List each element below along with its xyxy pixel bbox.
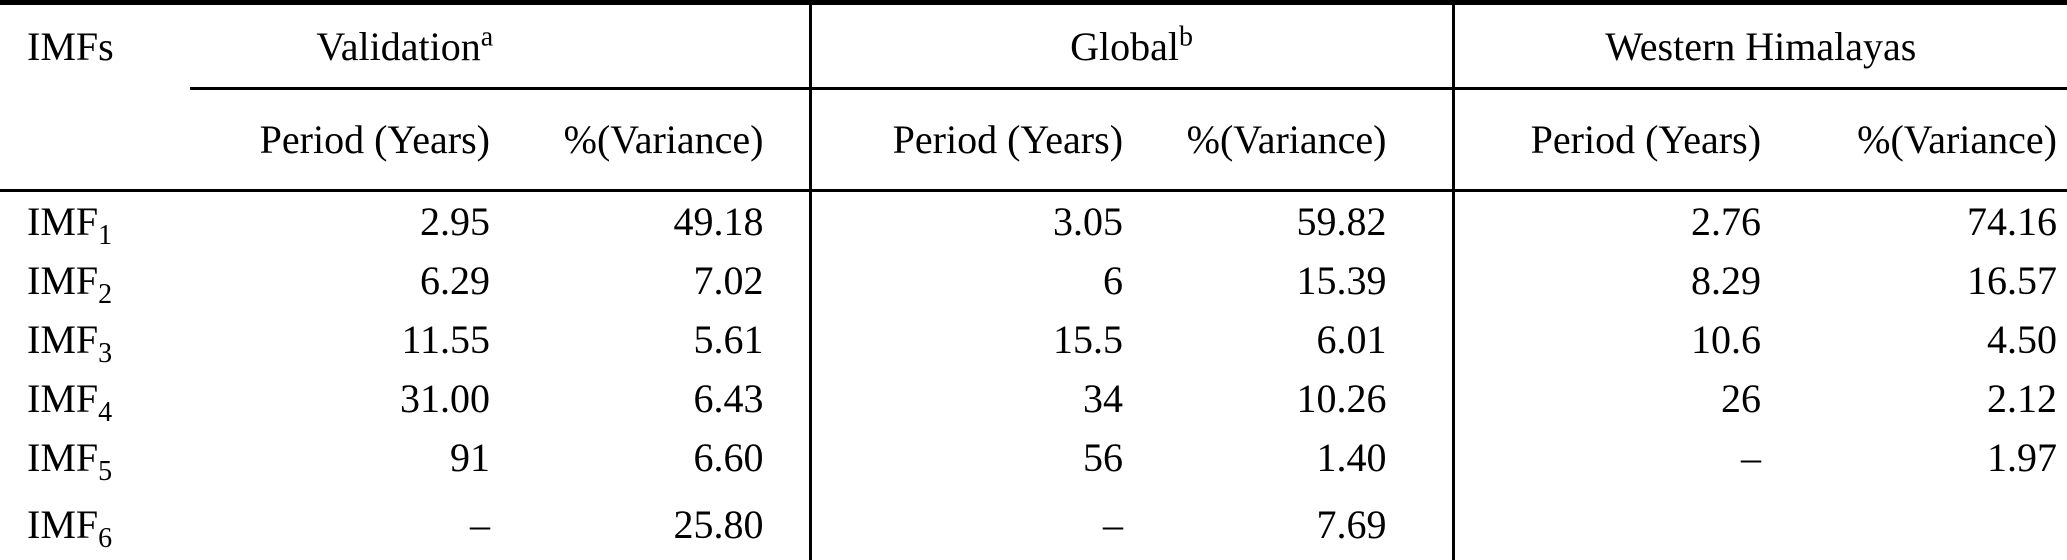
group-header-validation: Validationa xyxy=(190,2,812,90)
cell-wh-variance: 16.57 xyxy=(1967,258,2058,303)
row-label-text: IMF xyxy=(27,199,99,244)
column-header-imfs: IMFs xyxy=(27,24,114,70)
cell-validation-variance: 6.60 xyxy=(510,428,812,487)
row-label-imf4: IMF4 xyxy=(0,369,190,428)
cell-global-variance: 6.01 xyxy=(1143,310,1455,369)
row-label-subscript: 3 xyxy=(98,338,113,369)
row-label-text: IMF xyxy=(27,501,99,547)
row-label-imf2: IMF2 xyxy=(0,251,190,310)
cell-global-variance: 59.82 xyxy=(1143,190,1455,251)
cell-global-variance: 15.39 xyxy=(1143,251,1455,310)
cell-wh-period: 10.6 xyxy=(1691,317,1762,362)
group-label-validation: Validation xyxy=(316,23,481,69)
cell-global-period: 3.05 xyxy=(1053,199,1124,244)
row-label-subscript: 5 xyxy=(98,456,113,487)
row-label-imf6: IMF6 xyxy=(0,487,190,560)
cell-global-period: 15.5 xyxy=(1053,317,1124,362)
sub-header-validation-variance: %(Variance) xyxy=(510,88,812,192)
cell-global-period: 34 xyxy=(1083,376,1124,421)
table-row-imf3: IMF3 11.55 5.61 15.5 6.01 10.6 4.50 xyxy=(0,310,2067,369)
footnote-marker-b: b xyxy=(1178,21,1193,53)
sub-header-row: Period (Years) %(Variance) Period (Years… xyxy=(0,88,2067,192)
cell-global-variance: 7.69 xyxy=(1143,487,1455,560)
cell-wh-variance: 4.50 xyxy=(1987,317,2058,362)
row-label-subscript: 4 xyxy=(98,397,113,428)
cell-validation-period: 11.55 xyxy=(401,317,490,362)
sub-header-wh-period: Period (Years) xyxy=(1453,88,1787,192)
cell-wh-period: – xyxy=(1741,435,1762,480)
cell-validation-variance: 7.02 xyxy=(510,251,812,310)
cell-wh-variance: 2.12 xyxy=(1987,376,2058,421)
cell-wh-period: 2.76 xyxy=(1691,199,1762,244)
table-row-imf6: IMF6 – 25.80 – 7.69 xyxy=(0,487,2067,560)
group-header-global: Globalb xyxy=(810,2,1455,90)
cell-wh-variance: 1.97 xyxy=(1987,435,2058,480)
group-label-global: Global xyxy=(1070,23,1179,69)
cell-validation-variance: 25.80 xyxy=(510,487,812,560)
group-header-western-himalayas: Western Himalayas xyxy=(1453,2,2067,90)
sub-header-empty xyxy=(0,88,190,192)
cell-global-period: 56 xyxy=(1083,435,1124,480)
cell-validation-variance: 49.18 xyxy=(510,190,812,251)
row-label-text: IMF xyxy=(27,376,99,421)
table-row-imf4: IMF4 31.00 6.43 34 10.26 26 2.12 xyxy=(0,369,2067,428)
cell-validation-variance: 6.43 xyxy=(510,369,812,428)
sub-header-global-period: Period (Years) xyxy=(810,88,1144,192)
cell-global-variance: 1.40 xyxy=(1143,428,1455,487)
row-label-subscript: 6 xyxy=(98,522,113,554)
cell-wh-variance xyxy=(1786,487,2067,560)
cell-wh-period: 26 xyxy=(1721,376,1762,421)
cell-validation-period: 2.95 xyxy=(420,199,490,244)
row-label-text: IMF xyxy=(27,317,99,362)
row-label-imf3: IMF3 xyxy=(0,310,190,369)
cell-global-period: 6 xyxy=(1103,258,1124,303)
cell-wh-period: 8.29 xyxy=(1691,258,1762,303)
cell-validation-variance: 5.61 xyxy=(510,310,812,369)
cell-validation-period: – xyxy=(470,501,490,547)
footnote-marker-a: a xyxy=(480,21,494,53)
group-header-row: IMFs Validationa Globalb Western Himalay… xyxy=(0,2,2067,90)
cell-global-variance: 10.26 xyxy=(1143,369,1455,428)
cell-validation-period: 91 xyxy=(450,435,490,480)
row-label-subscript: 2 xyxy=(98,279,113,310)
sub-header-global-variance: %(Variance) xyxy=(1143,88,1455,192)
sub-header-wh-variance: %(Variance) xyxy=(1786,88,2067,192)
cell-global-period: – xyxy=(1103,501,1124,547)
cell-validation-period: 31.00 xyxy=(400,376,490,421)
group-label-western-himalayas: Western Himalayas xyxy=(1605,23,1917,69)
table-row-imf2: IMF2 6.29 7.02 6 15.39 8.29 16.57 xyxy=(0,251,2067,310)
row-label-text: IMF xyxy=(27,435,99,480)
table-row-imf1: IMF1 2.95 49.18 3.05 59.82 2.76 74.16 xyxy=(0,190,2067,252)
table-row-imf5: IMF5 91 6.60 56 1.40 – 1.97 xyxy=(0,428,2067,487)
row-label-imf1: IMF1 xyxy=(0,191,190,252)
cell-wh-period xyxy=(1453,487,1786,560)
row-label-imf5: IMF5 xyxy=(0,428,190,487)
sub-header-validation-period: Period (Years) xyxy=(190,88,510,192)
row-label-text: IMF xyxy=(27,258,99,303)
cell-wh-variance: 74.16 xyxy=(1967,199,2058,244)
cell-validation-period: 6.29 xyxy=(420,258,490,303)
row-label-subscript: 1 xyxy=(98,220,113,251)
